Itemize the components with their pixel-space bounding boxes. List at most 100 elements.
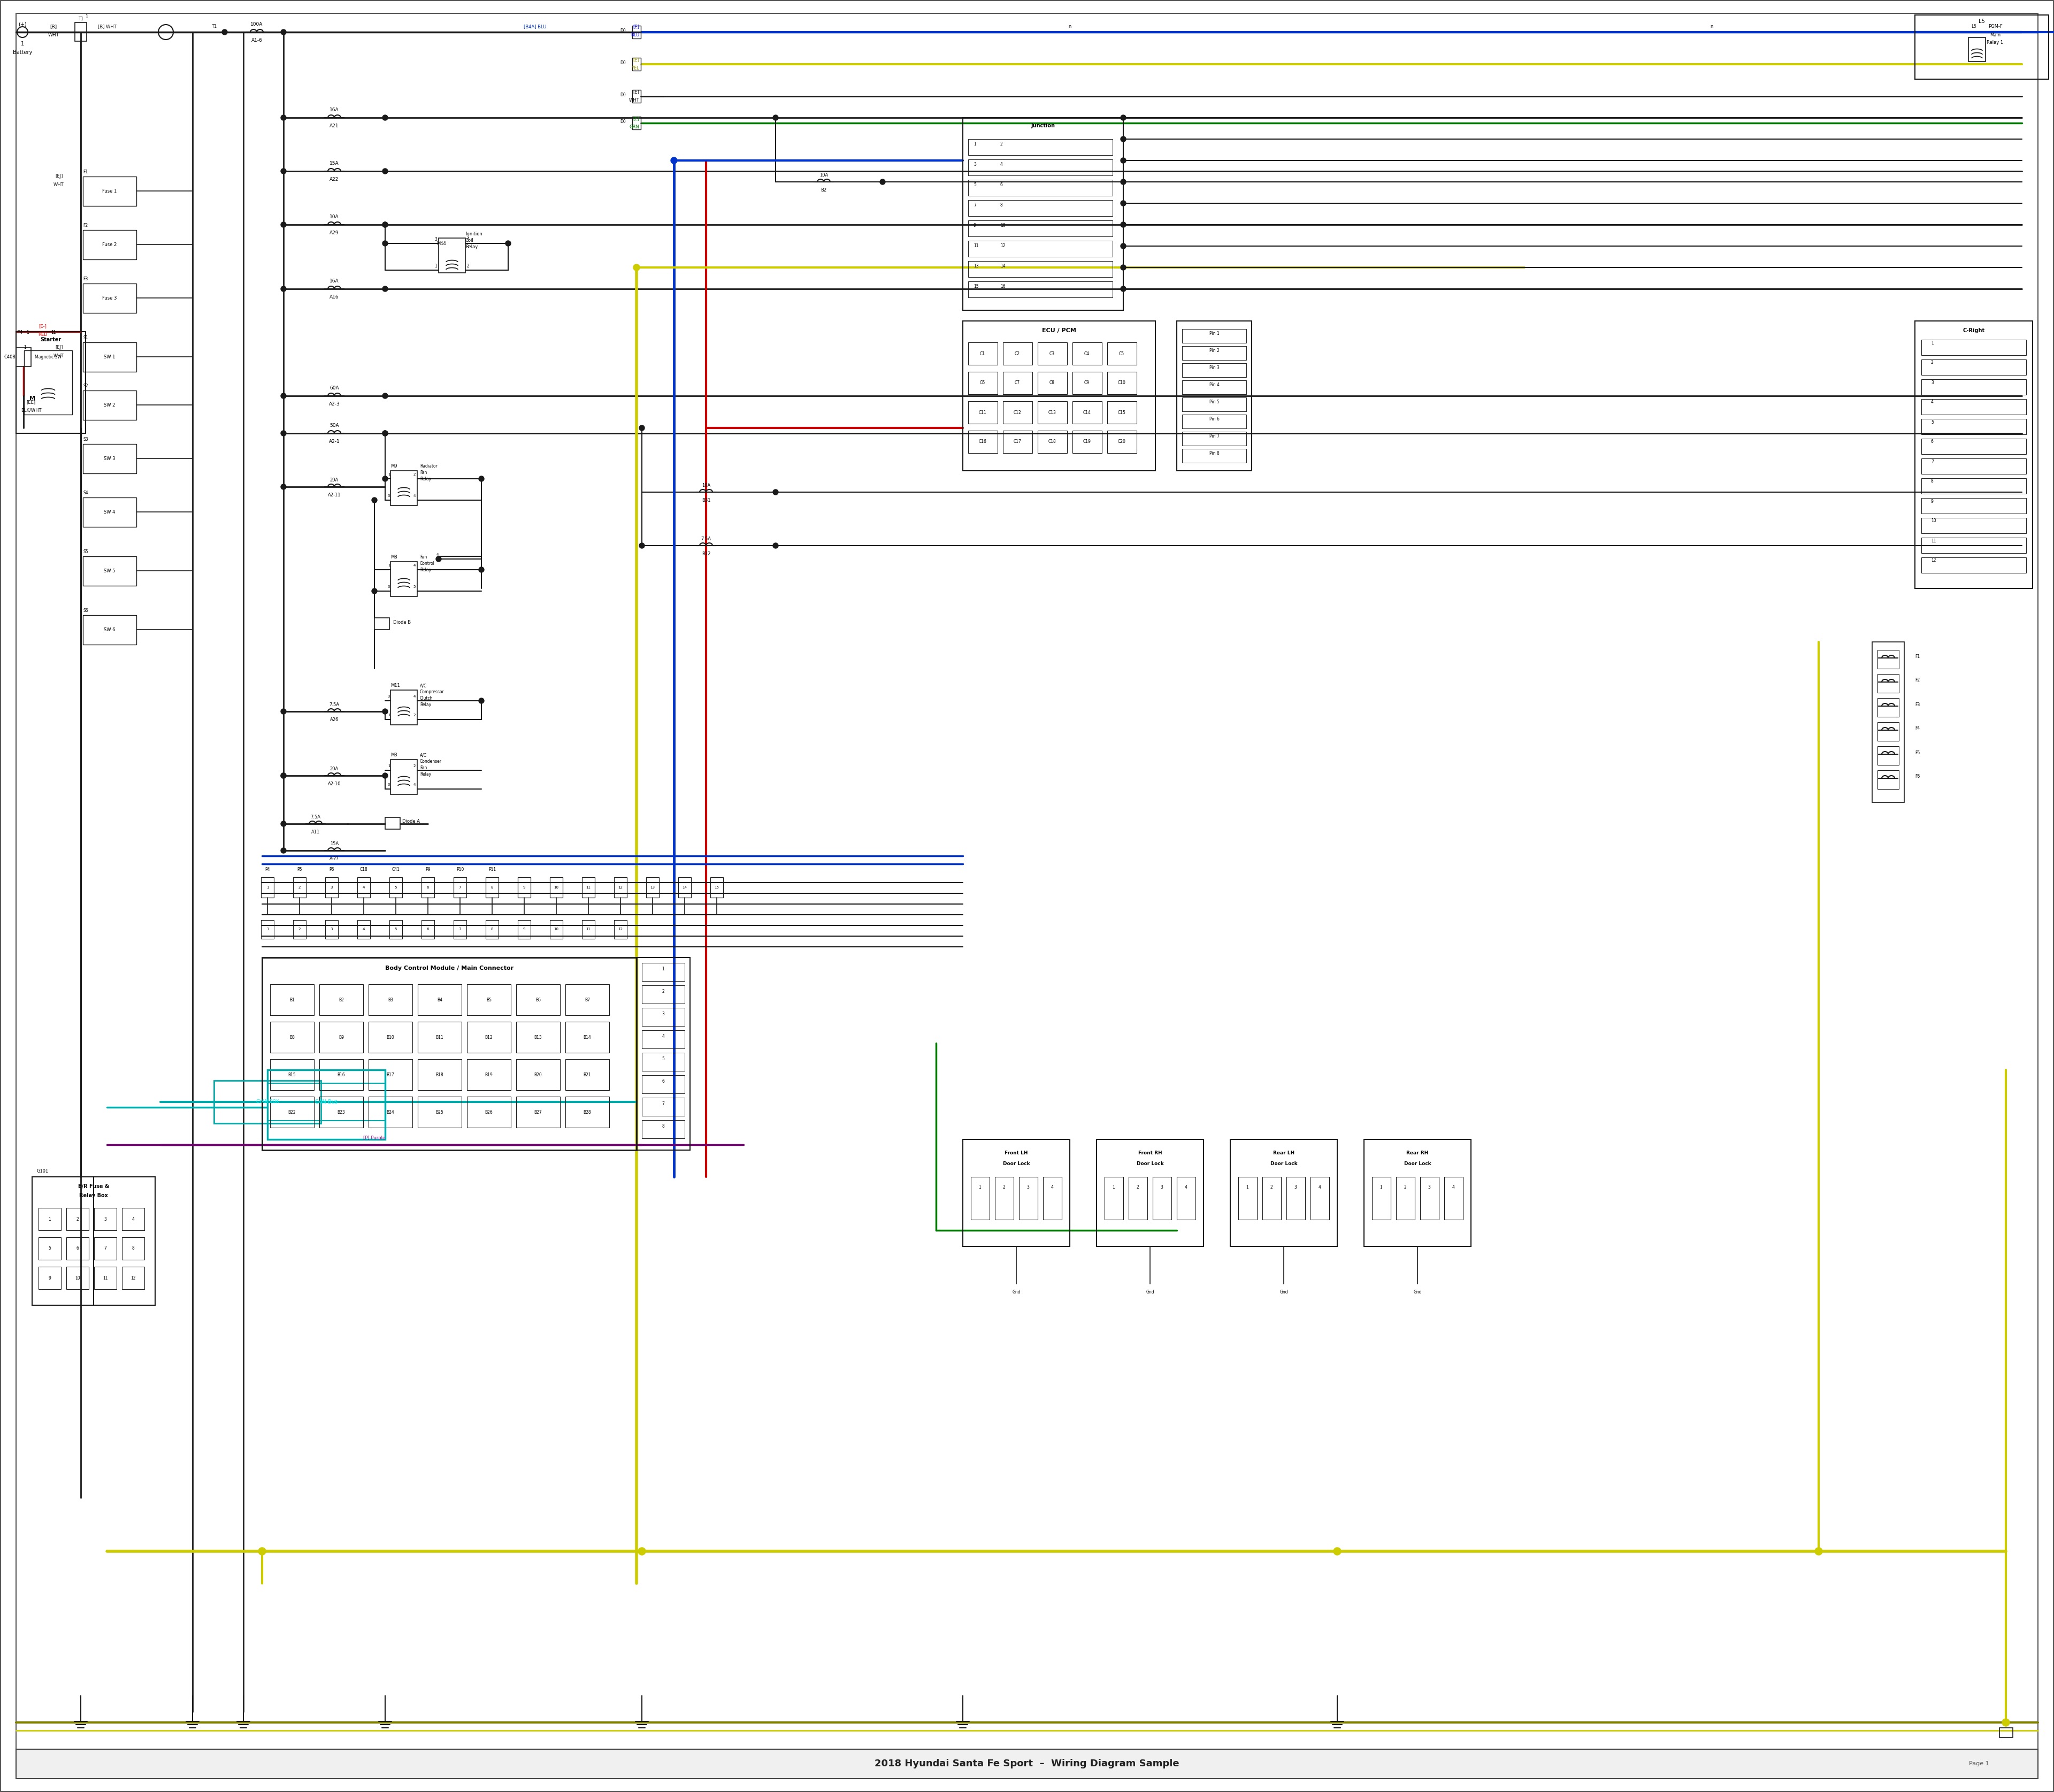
Text: C41: C41 xyxy=(392,867,401,871)
Bar xyxy=(963,118,1124,310)
Bar xyxy=(66,1267,88,1288)
Bar xyxy=(1183,364,1247,376)
Bar xyxy=(82,342,136,371)
Text: 1: 1 xyxy=(388,473,390,477)
Text: 10: 10 xyxy=(76,1276,80,1279)
Bar xyxy=(1877,722,1898,740)
Bar xyxy=(1239,1177,1257,1220)
Circle shape xyxy=(382,710,388,715)
Text: [EE]: [EE] xyxy=(27,400,35,405)
Text: 11: 11 xyxy=(585,885,592,889)
Text: Gnd: Gnd xyxy=(1413,1290,1421,1294)
Circle shape xyxy=(372,588,378,593)
Text: 12: 12 xyxy=(1931,557,1937,563)
Text: B2: B2 xyxy=(339,998,343,1002)
Text: 7: 7 xyxy=(974,202,976,208)
Text: RED: RED xyxy=(39,332,47,337)
Text: 12: 12 xyxy=(131,1276,136,1279)
Bar xyxy=(1877,674,1898,694)
Text: 4: 4 xyxy=(413,564,415,566)
Bar xyxy=(1920,400,2025,414)
Bar xyxy=(1920,360,2025,375)
Bar xyxy=(368,1021,413,1052)
Bar xyxy=(325,878,339,898)
Text: 2: 2 xyxy=(661,989,665,995)
Circle shape xyxy=(281,222,286,228)
Bar xyxy=(1444,1177,1462,1220)
Text: Relay 1: Relay 1 xyxy=(1986,41,2003,45)
Text: 3: 3 xyxy=(388,695,390,699)
Bar xyxy=(1183,448,1247,462)
Text: M: M xyxy=(29,396,35,401)
Text: 13: 13 xyxy=(651,885,655,889)
Text: 8: 8 xyxy=(131,1245,134,1251)
Bar xyxy=(261,919,273,939)
Bar xyxy=(641,1098,684,1116)
Bar xyxy=(417,1097,462,1127)
Bar xyxy=(1920,557,2025,573)
Text: 14: 14 xyxy=(1000,263,1004,269)
Text: 11: 11 xyxy=(974,244,978,247)
Text: 12: 12 xyxy=(618,928,622,930)
Text: 10: 10 xyxy=(555,885,559,889)
Text: T4: T4 xyxy=(16,330,23,335)
Bar xyxy=(637,957,690,1150)
Bar xyxy=(417,984,462,1016)
Circle shape xyxy=(281,29,286,34)
Bar xyxy=(565,984,610,1016)
Bar xyxy=(417,1021,462,1052)
Text: 1: 1 xyxy=(1931,340,1933,346)
Text: 6: 6 xyxy=(427,928,429,930)
Text: E/R Fuse &: E/R Fuse & xyxy=(78,1185,109,1190)
Text: A11: A11 xyxy=(312,830,320,835)
Text: 1: 1 xyxy=(49,1217,51,1222)
Circle shape xyxy=(505,240,511,246)
Bar xyxy=(1183,432,1247,446)
Text: 10: 10 xyxy=(1000,222,1004,228)
Text: 2018 Hyundai Santa Fe Sport  –  Wiring Diagram Sample: 2018 Hyundai Santa Fe Sport – Wiring Dia… xyxy=(875,1758,1179,1769)
Text: 9: 9 xyxy=(524,885,526,889)
Circle shape xyxy=(281,115,286,120)
Text: 16A: 16A xyxy=(329,280,339,283)
Bar xyxy=(1230,1140,1337,1247)
Text: Pin 2: Pin 2 xyxy=(1210,348,1220,353)
Bar xyxy=(1183,414,1247,428)
Text: Gnd: Gnd xyxy=(1280,1290,1288,1294)
Text: D0: D0 xyxy=(620,118,626,124)
Text: [B4A] BLU: [B4A] BLU xyxy=(524,25,546,29)
Text: Rear LH: Rear LH xyxy=(1273,1150,1294,1156)
Text: 8: 8 xyxy=(1931,478,1933,484)
Text: F2: F2 xyxy=(82,224,88,228)
Text: L5: L5 xyxy=(1972,25,1976,29)
Bar xyxy=(261,878,273,898)
Bar xyxy=(1183,346,1247,360)
Text: M9: M9 xyxy=(390,464,396,470)
Text: Relay: Relay xyxy=(466,246,479,249)
Text: M44: M44 xyxy=(438,240,446,246)
Text: 6: 6 xyxy=(76,1245,78,1251)
Text: 1: 1 xyxy=(388,713,390,717)
Circle shape xyxy=(479,566,485,572)
Text: B10: B10 xyxy=(386,1034,394,1039)
Bar xyxy=(1183,398,1247,412)
Text: 5: 5 xyxy=(394,928,396,930)
Bar xyxy=(1037,371,1068,394)
Bar xyxy=(357,919,370,939)
Bar xyxy=(1871,642,1904,803)
Text: 1: 1 xyxy=(661,968,665,971)
Bar xyxy=(421,878,433,898)
Text: [E]: [E] xyxy=(633,116,639,122)
Text: SW 5: SW 5 xyxy=(105,568,115,573)
Bar xyxy=(82,283,136,314)
Text: [P] Purple: [P] Purple xyxy=(364,1136,386,1142)
Text: C4: C4 xyxy=(1085,351,1089,357)
Text: Door Lock: Door Lock xyxy=(1269,1161,1298,1167)
Bar xyxy=(967,342,998,366)
Circle shape xyxy=(639,543,645,548)
Text: [EJ]: [EJ] xyxy=(55,346,64,349)
Text: 14: 14 xyxy=(682,885,686,889)
Text: 3: 3 xyxy=(388,783,390,787)
Text: M3: M3 xyxy=(390,753,396,758)
Bar xyxy=(1177,321,1251,471)
Circle shape xyxy=(382,168,388,174)
